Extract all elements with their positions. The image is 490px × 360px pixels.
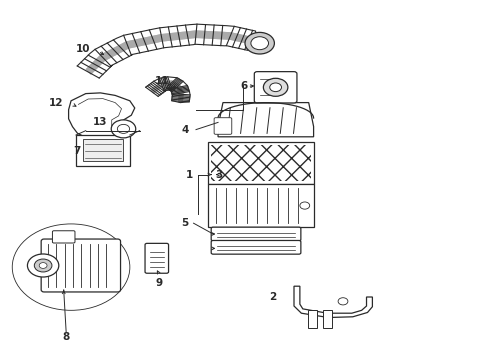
Text: 9: 9 bbox=[156, 278, 163, 288]
Circle shape bbox=[264, 78, 288, 96]
Text: 10: 10 bbox=[76, 44, 91, 54]
FancyBboxPatch shape bbox=[208, 184, 314, 227]
Text: 3: 3 bbox=[216, 170, 223, 180]
Circle shape bbox=[39, 263, 47, 269]
FancyBboxPatch shape bbox=[323, 310, 332, 328]
Text: 6: 6 bbox=[240, 81, 247, 91]
FancyBboxPatch shape bbox=[52, 231, 75, 243]
FancyBboxPatch shape bbox=[211, 227, 301, 241]
FancyBboxPatch shape bbox=[145, 243, 169, 273]
FancyBboxPatch shape bbox=[254, 72, 297, 103]
Text: 5: 5 bbox=[181, 218, 189, 228]
FancyBboxPatch shape bbox=[83, 139, 122, 161]
Circle shape bbox=[27, 254, 59, 277]
Polygon shape bbox=[294, 286, 372, 318]
Polygon shape bbox=[218, 103, 314, 137]
Circle shape bbox=[245, 32, 274, 54]
FancyBboxPatch shape bbox=[208, 142, 314, 184]
Text: 13: 13 bbox=[93, 117, 108, 127]
Text: 1: 1 bbox=[186, 170, 194, 180]
Text: 4: 4 bbox=[181, 125, 189, 135]
Text: 2: 2 bbox=[270, 292, 277, 302]
Text: 12: 12 bbox=[49, 98, 64, 108]
Circle shape bbox=[34, 259, 52, 272]
FancyBboxPatch shape bbox=[214, 118, 232, 134]
Text: 8: 8 bbox=[63, 332, 70, 342]
Circle shape bbox=[270, 83, 281, 91]
FancyBboxPatch shape bbox=[211, 240, 301, 254]
Circle shape bbox=[300, 202, 310, 209]
Circle shape bbox=[251, 37, 269, 50]
Circle shape bbox=[111, 120, 136, 138]
FancyBboxPatch shape bbox=[76, 135, 130, 166]
Text: 7: 7 bbox=[74, 146, 81, 156]
Polygon shape bbox=[69, 93, 135, 140]
FancyBboxPatch shape bbox=[41, 239, 121, 292]
Text: 11: 11 bbox=[154, 76, 169, 86]
FancyBboxPatch shape bbox=[308, 310, 317, 328]
